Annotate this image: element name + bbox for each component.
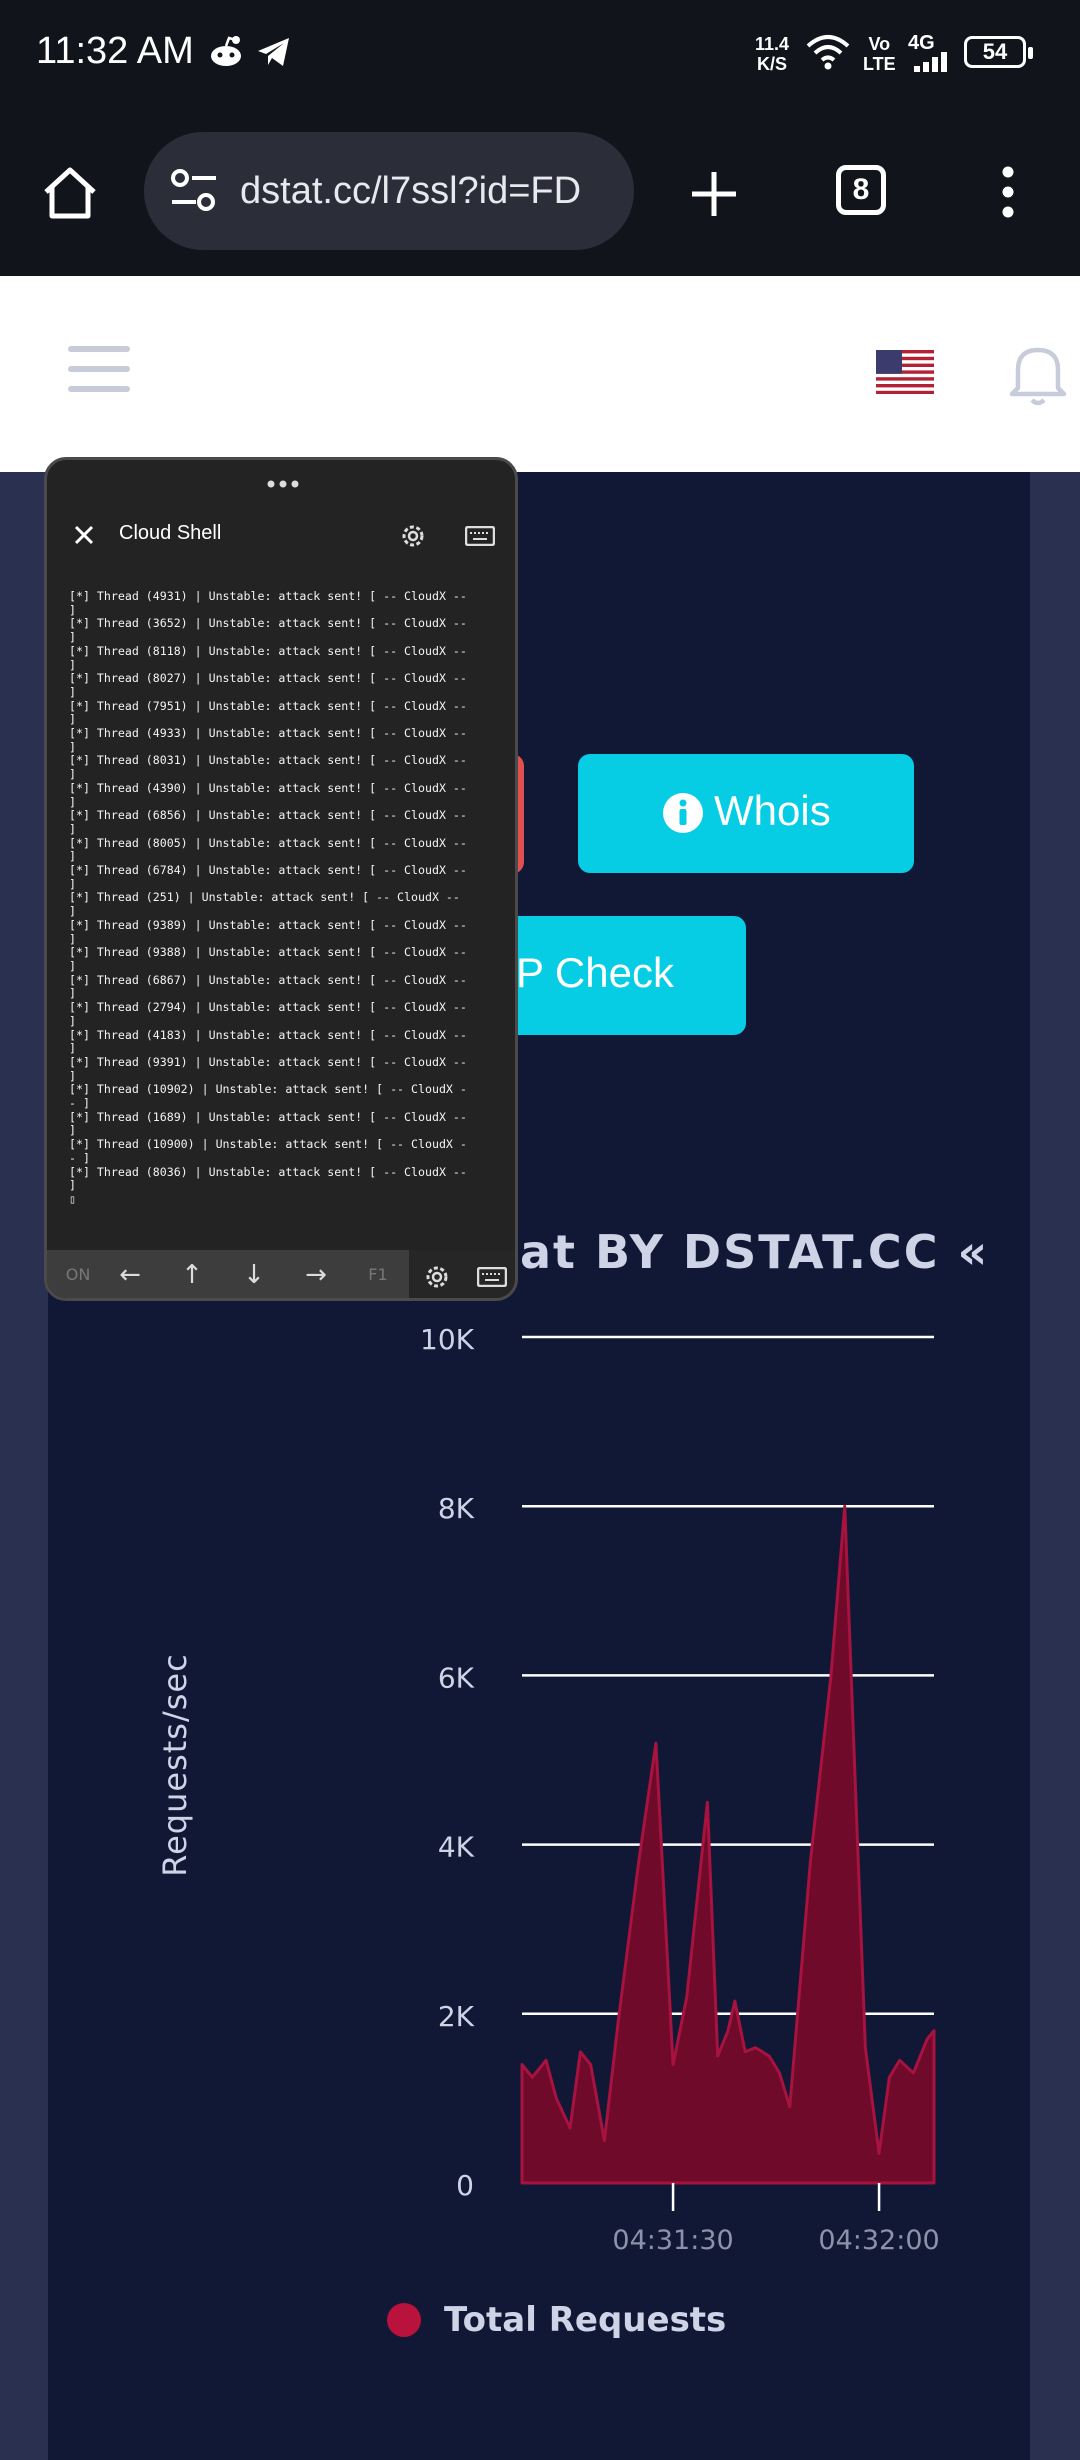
us-flag-icon[interactable] (876, 350, 934, 398)
bell-icon[interactable] (1008, 342, 1068, 410)
battery-indicator: 54 (964, 36, 1033, 68)
address-bar[interactable]: dstat.cc/l7ssl?id=FD (144, 132, 634, 250)
terminal-key-toolbar: ON ← ↑ ↓ → F1 (47, 1250, 515, 1298)
y-tick-label: 8K (438, 1492, 475, 1525)
y-tick-label: 2K (438, 2000, 475, 2033)
arrow-up-icon[interactable]: ↑ (161, 1250, 223, 1298)
home-icon[interactable] (40, 164, 100, 226)
status-bar: 11:32 AM 11.4 K/S Vo LTE 4G 54 (0, 0, 1080, 108)
site-settings-icon[interactable] (168, 166, 220, 220)
drag-handle-icon[interactable] (265, 474, 301, 493)
whois-label: Whois (714, 787, 831, 834)
cloud-shell-window[interactable]: Cloud Shell [*] Thread (4931) | Unstable… (44, 457, 518, 1301)
browser-toolbar: dstat.cc/l7ssl?id=FD 8 (0, 108, 1080, 276)
signal-icon (914, 50, 958, 76)
network-speed: 11.4 K/S (755, 34, 789, 74)
y-tick-label: 0 (456, 2169, 474, 2202)
chart-legend[interactable]: Total Requests (387, 2300, 726, 2340)
chart-series (520, 1504, 936, 2185)
close-icon[interactable] (73, 524, 95, 550)
x-tick-label: 04:31:30 (612, 2225, 733, 2256)
reddit-icon (206, 32, 246, 76)
toolbar-gear-icon[interactable] (423, 1263, 451, 1295)
new-tab-icon[interactable] (688, 168, 740, 224)
shell-toolbar-actions (409, 1250, 515, 1298)
tab-switcher-button[interactable]: 8 (836, 165, 886, 215)
key-on[interactable]: ON (65, 1265, 91, 1284)
arrow-right-icon[interactable]: → (305, 1260, 327, 1290)
toolbar-keyboard-icon[interactable] (476, 1266, 508, 1291)
x-tick-label: 04:32:00 (818, 2225, 939, 2256)
net-speed-unit: K/S (757, 54, 788, 74)
ip-check-button[interactable]: P Check (498, 916, 746, 1035)
y-tick-label: 4K (438, 1831, 475, 1864)
chart-axes: 0 2K 4K 6K 8K 10K 04:31:30 04:32:00 (420, 1323, 940, 2256)
keyboard-icon[interactable] (464, 525, 496, 550)
ip-check-label: P Check (516, 949, 674, 996)
chart-title: at BY DSTAT.CC « (520, 1225, 990, 1279)
y-tick-label: 10K (420, 1323, 475, 1356)
y-tick-label: 6K (438, 1661, 475, 1694)
more-icon[interactable] (998, 164, 1018, 224)
telegram-icon (254, 32, 294, 76)
key-f1[interactable]: F1 (368, 1265, 388, 1284)
site-header (0, 276, 1080, 472)
gear-icon[interactable] (399, 522, 427, 554)
whois-button[interactable]: Whois (578, 754, 914, 873)
legend-swatch (387, 2303, 421, 2337)
volte-indicator: Vo LTE (863, 34, 896, 74)
cloud-shell-title: Cloud Shell (119, 522, 222, 544)
terminal-output[interactable]: [*] Thread (4931) | Unstable: attack sen… (69, 589, 467, 1206)
volte-bottom: LTE (863, 54, 896, 74)
arrow-left-icon[interactable]: ← (119, 1260, 141, 1290)
info-icon (662, 792, 704, 844)
series-area-total-requests (520, 1504, 936, 2185)
url-text[interactable]: dstat.cc/l7ssl?id=FD (240, 170, 582, 212)
legend-label: Total Requests (444, 2300, 726, 2340)
net-speed-value: 11.4 (755, 34, 790, 54)
network-type: 4G (908, 32, 935, 54)
wifi-icon (806, 34, 850, 74)
hamburger-menu-icon[interactable] (68, 344, 130, 400)
y-axis-label: Requests/sec (156, 1653, 194, 1876)
arrow-down-icon[interactable]: ↓ (243, 1260, 265, 1290)
status-time: 11:32 AM (36, 30, 194, 72)
volte-top: Vo (868, 34, 891, 54)
